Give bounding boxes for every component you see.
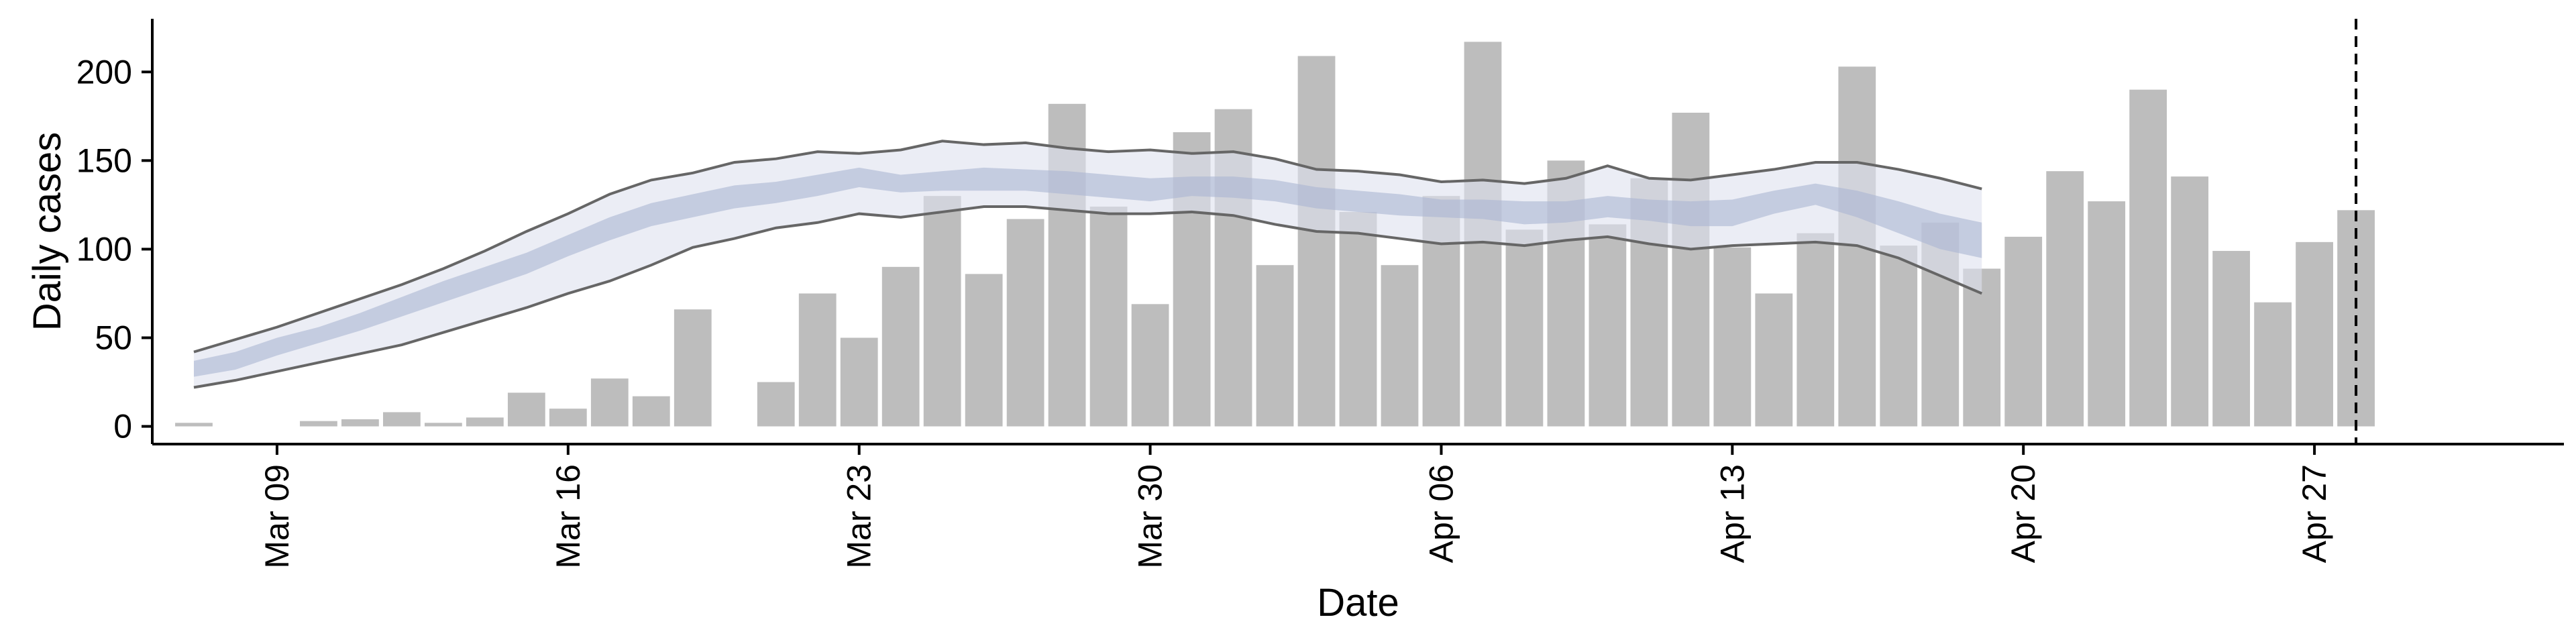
bar — [1589, 224, 1627, 427]
bar — [1339, 211, 1377, 427]
y-tick-label: 150 — [76, 142, 132, 179]
bar — [2171, 176, 2209, 427]
bar — [1713, 247, 1752, 427]
bar — [590, 378, 629, 427]
x-tick-label: Apr 27 — [2296, 464, 2333, 563]
bar — [923, 196, 961, 427]
bar — [1256, 265, 1294, 427]
bar — [881, 266, 920, 427]
x-tick-label: Apr 20 — [2004, 464, 2042, 563]
bar — [2046, 171, 2084, 427]
bar — [1381, 265, 1419, 427]
y-tick-label: 100 — [76, 230, 132, 268]
bar — [798, 293, 837, 427]
y-tick-label: 200 — [76, 53, 132, 91]
bar — [2129, 89, 2167, 427]
bar — [965, 274, 1003, 427]
bar — [549, 409, 587, 427]
bar — [1297, 56, 1336, 427]
x-tick-label: Mar 16 — [549, 464, 587, 569]
y-tick-label: 50 — [95, 319, 132, 357]
bar — [1006, 219, 1044, 427]
bar — [300, 421, 337, 427]
bar — [2296, 241, 2333, 427]
upper-bound-line — [193, 140, 1982, 354]
bar — [757, 382, 795, 427]
bar — [1963, 268, 2001, 427]
axes-layer: 0 50 100 150 200 Mar 09 Mar 16 Mar 23 Mar 30 Apr … — [76, 19, 2564, 569]
x-tick-label: Mar 30 — [1132, 464, 1169, 569]
bar — [175, 423, 213, 427]
bar — [1505, 229, 1544, 427]
x-tick-label: Apr 06 — [1422, 464, 1460, 563]
bar — [341, 419, 379, 427]
bars-layer — [175, 42, 2375, 427]
bar — [1089, 207, 1128, 427]
y-axis-label: Daily cases — [25, 132, 69, 331]
bar — [383, 412, 421, 427]
bar — [2004, 236, 2043, 427]
bar — [1672, 113, 1710, 427]
bar — [1131, 304, 1169, 427]
lower-bound-line — [193, 205, 1983, 389]
bar — [507, 392, 545, 427]
bar — [674, 309, 712, 427]
y-tick-label: 0 — [113, 408, 132, 445]
bar — [1755, 293, 1793, 427]
bar — [424, 423, 462, 427]
x-tick-label: Apr 13 — [1713, 464, 1751, 563]
x-tick-label: Mar 23 — [841, 464, 878, 569]
bar — [632, 396, 670, 427]
x-axis-label: Date — [1317, 581, 1399, 625]
bar — [466, 417, 504, 427]
bar — [1796, 233, 1835, 427]
bar — [2254, 302, 2292, 427]
bar — [840, 337, 878, 427]
x-tick-label: Mar 09 — [258, 464, 296, 569]
bar — [2212, 251, 2251, 427]
bar — [1880, 246, 1918, 427]
bar — [2088, 201, 2126, 427]
fit-layer — [193, 140, 1983, 389]
inner-credible-band — [193, 167, 1982, 377]
